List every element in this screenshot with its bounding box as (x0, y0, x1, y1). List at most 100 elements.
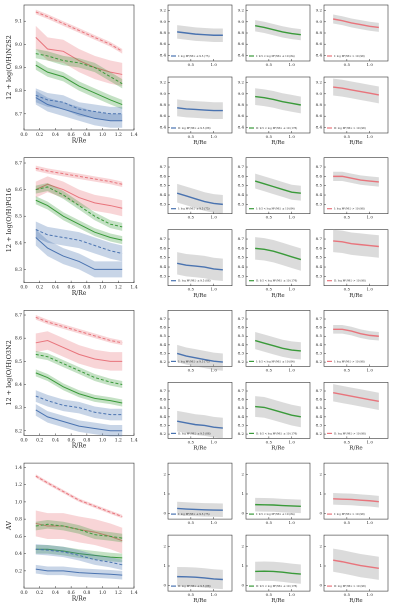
x-tick-label: 0.6 (68, 437, 75, 443)
y-tick-label: 8.6 (316, 113, 323, 118)
x-tick-label: 1.2 (115, 285, 122, 291)
x-tick-label: 1.0 (211, 287, 218, 292)
y-tick-label: 8.4 (238, 342, 245, 347)
y-tick-label: 8.6 (160, 245, 167, 250)
y-tick-label: 8.3 (160, 350, 167, 355)
y-tick-label: 2 (319, 472, 322, 477)
x-tick-label: 0.4 (52, 437, 59, 443)
plot-frame (323, 4, 389, 62)
x-tick-label: 0.5 (344, 215, 351, 220)
y-tick-label: 8.4 (160, 52, 167, 57)
y-tick-label: 8.7 (238, 164, 245, 169)
legend-label: I: log M*/M☉ > 10 (98) (334, 512, 365, 516)
series-line (255, 570, 301, 575)
x-tick-label: 1.0 (211, 215, 218, 220)
x-tick-label: 0.6 (68, 132, 75, 138)
y-tick-label: 8.4 (160, 414, 167, 419)
y-tick-label: 8.5 (160, 255, 167, 260)
x-tick-label: 1.0 (289, 439, 296, 444)
x-tick-label: 0.2 (36, 285, 43, 291)
y-tick-label: 8.7 (316, 236, 323, 241)
y-tick-label: 8.7 (316, 164, 323, 169)
y-axis-label: 12 + log(O/H)O3N2 (5, 340, 13, 406)
series-line (333, 498, 379, 503)
y-tick-label: 8.5 (238, 183, 245, 188)
series-line (35, 316, 123, 344)
series-line (35, 372, 123, 404)
x-tick-label: 0.4 (52, 132, 59, 138)
y-tick-label: 8.5 (316, 405, 323, 410)
y-tick-label: 8.6 (238, 113, 245, 118)
y-tick-label: 8.3 (238, 201, 245, 206)
y-tick-label: 8.3 (160, 422, 167, 427)
error-band (35, 331, 123, 371)
y-tick-label: 8.3 (15, 405, 22, 411)
plot-frame (167, 382, 233, 439)
y-tick-label: 8.7 (316, 316, 323, 321)
y-tick-label: 8.4 (238, 124, 245, 129)
error-band (35, 404, 123, 437)
series-line (255, 247, 302, 261)
x-tick-label: 1.0 (99, 132, 106, 138)
y-axis-label: AV (5, 521, 13, 531)
plot-frame (167, 462, 233, 520)
y-tick-label: 8.8 (238, 102, 245, 107)
error-band (35, 90, 123, 128)
error-band (35, 350, 123, 388)
x-tick-label: 0.5 (188, 62, 195, 67)
y-tick-label: 0 (163, 582, 166, 587)
series-line (333, 86, 379, 96)
y-tick-label: 8.6 (238, 173, 245, 178)
y-tick-label: 8.5 (316, 183, 323, 188)
series-line (35, 229, 123, 254)
y-tick-label: 8.6 (238, 397, 245, 402)
error-band (35, 165, 123, 187)
y-tick-label: 8.6 (160, 113, 167, 118)
error-band (35, 544, 123, 570)
legend-label: I: 9.5 < log M*/M☉ ≤ 10 (84) (256, 54, 295, 58)
y-tick-label: 8.3 (238, 350, 245, 355)
y-tick-label: 8.4 (238, 52, 245, 57)
x-tick-label: 0.5 (266, 62, 273, 67)
plot-frame (323, 534, 389, 592)
x-tick-label: 1.0 (211, 592, 218, 597)
series-line (35, 94, 123, 115)
x-tick-label: 0.5 (344, 520, 351, 525)
plot-frame (23, 157, 135, 283)
y-tick-label: 9.0 (160, 19, 167, 24)
series-line (35, 167, 123, 185)
y-tick-label: 1.0 (15, 499, 22, 505)
x-tick-label: 1.0 (211, 62, 218, 67)
error-band (255, 331, 301, 360)
y-tick-label: 8.3 (238, 422, 245, 427)
y-tick-label: 1 (163, 491, 166, 496)
y-tick-label: 8.5 (15, 214, 22, 220)
y-axis-label: 12 + log(O/H)PG16 (5, 188, 13, 252)
x-tick-label: 1.0 (289, 367, 296, 372)
legend-label: II: log M*/M☉ > 10 (98) (334, 584, 366, 588)
y-tick-label: 8.2 (316, 359, 323, 364)
series-line (333, 18, 379, 29)
series-line (35, 64, 123, 106)
y-tick-label: 8.3 (160, 273, 167, 278)
y-tick-label: 8.4 (238, 192, 245, 197)
y-tick-label: 8.5 (238, 405, 245, 410)
series-line (333, 559, 379, 570)
legend-label: II: log M*/M☉ > 10 (98) (334, 126, 366, 130)
y-tick-label: 8.5 (15, 359, 22, 365)
x-tick-label: 1.0 (289, 134, 296, 139)
plot-frame (167, 534, 233, 592)
y-tick-label: 1 (241, 491, 244, 496)
x-tick-label: 1.0 (367, 62, 374, 67)
legend-label: I: 9.5 < log M*/M☉ ≤ 10 (84) (256, 359, 295, 363)
y-tick-label: 0 (241, 510, 244, 515)
y-tick-label: 8.3 (238, 273, 245, 278)
error-band (35, 229, 123, 278)
x-axis-label: R/Re (271, 598, 284, 604)
error-band (35, 60, 123, 110)
x-axis-label: R/Re (271, 140, 284, 146)
error-band (35, 369, 123, 407)
error-band (255, 237, 301, 271)
series-line (333, 392, 379, 403)
x-tick-label: 0.5 (188, 520, 195, 525)
